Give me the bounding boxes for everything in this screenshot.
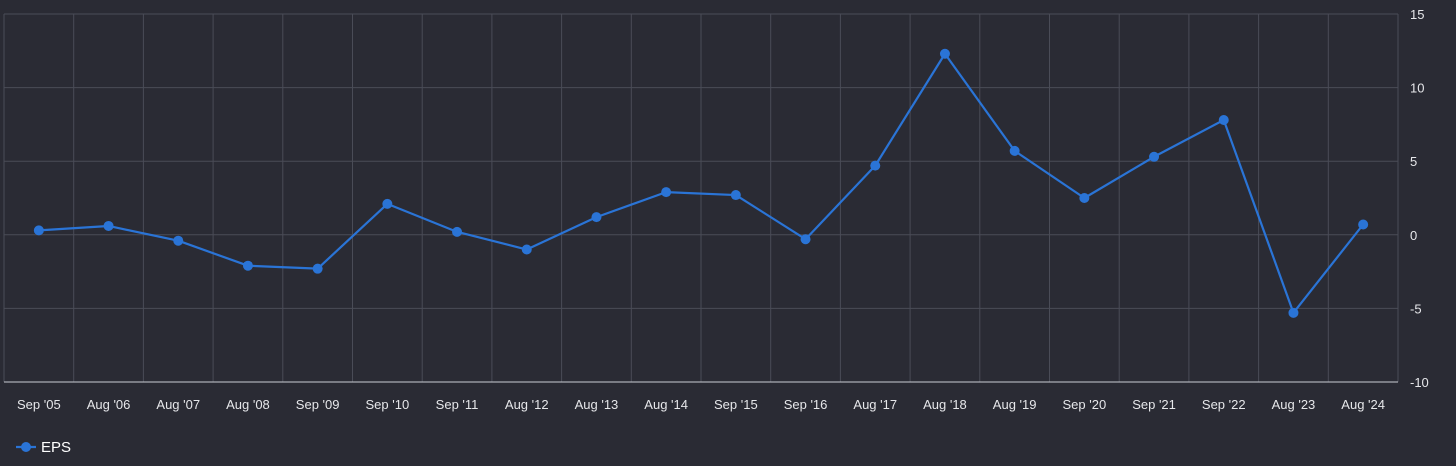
x-tick-label: Aug '23: [1272, 397, 1316, 412]
chart-legend[interactable]: EPS: [16, 439, 71, 456]
data-point[interactable]: [800, 234, 811, 245]
x-tick-label: Aug '14: [644, 397, 688, 412]
y-axis-ticks: 15 10 5 0 -5 -10: [1410, 7, 1429, 390]
data-point[interactable]: [1009, 145, 1020, 156]
data-point[interactable]: [870, 160, 881, 171]
legend-label-eps[interactable]: EPS: [41, 439, 71, 456]
data-point[interactable]: [312, 263, 323, 274]
x-tick-label: Sep '20: [1063, 397, 1107, 412]
x-tick-label: Sep '16: [784, 397, 828, 412]
data-point[interactable]: [1288, 307, 1299, 318]
x-axis-ticks: Sep '05 Aug '06 Aug '07 Aug '08 Sep '09 Sep '…: [17, 397, 1385, 412]
x-tick-label: Sep '21: [1132, 397, 1176, 412]
x-tick-label: Aug '08: [226, 397, 270, 412]
data-point[interactable]: [452, 226, 463, 237]
data-point[interactable]: [730, 190, 741, 201]
x-tick-label: Aug '12: [505, 397, 549, 412]
data-point[interactable]: [33, 225, 44, 236]
x-tick-label: Sep '15: [714, 397, 758, 412]
x-tick-label: Sep '22: [1202, 397, 1246, 412]
y-tick-label: 10: [1410, 81, 1424, 96]
data-point[interactable]: [1149, 151, 1160, 162]
legend-marker-icon: [21, 442, 31, 452]
y-tick-label: 15: [1410, 7, 1424, 22]
data-point[interactable]: [173, 235, 184, 246]
x-tick-label: Aug '17: [853, 397, 897, 412]
chart-grid: [3, 13, 1399, 383]
x-tick-label: Aug '19: [993, 397, 1037, 412]
data-point[interactable]: [1218, 114, 1229, 125]
x-tick-label: Sep '09: [296, 397, 340, 412]
series-line-eps: [38, 52, 1365, 314]
data-point[interactable]: [521, 244, 532, 255]
data-point[interactable]: [1079, 193, 1090, 203]
data-point[interactable]: [242, 260, 253, 271]
chart-series: [33, 48, 1369, 318]
data-point[interactable]: [661, 187, 672, 198]
y-tick-label: 5: [1410, 154, 1417, 169]
y-tick-label: 0: [1410, 228, 1417, 243]
x-tick-label: Sep '05: [17, 397, 61, 412]
y-tick-label: -5: [1410, 301, 1422, 316]
data-point[interactable]: [939, 48, 950, 59]
x-tick-label: Aug '18: [923, 397, 967, 412]
x-tick-label: Aug '13: [575, 397, 619, 412]
x-tick-label: Aug '06: [87, 397, 131, 412]
data-point[interactable]: [382, 198, 393, 209]
x-tick-label: Sep '10: [366, 397, 410, 412]
data-point[interactable]: [103, 220, 114, 231]
x-tick-label: Aug '07: [156, 397, 200, 412]
y-tick-label: -10: [1410, 375, 1429, 390]
data-point[interactable]: [591, 212, 602, 223]
x-tick-label: Sep '11: [436, 397, 479, 412]
x-tick-label: Aug '24: [1341, 397, 1385, 412]
data-point[interactable]: [1358, 219, 1369, 230]
